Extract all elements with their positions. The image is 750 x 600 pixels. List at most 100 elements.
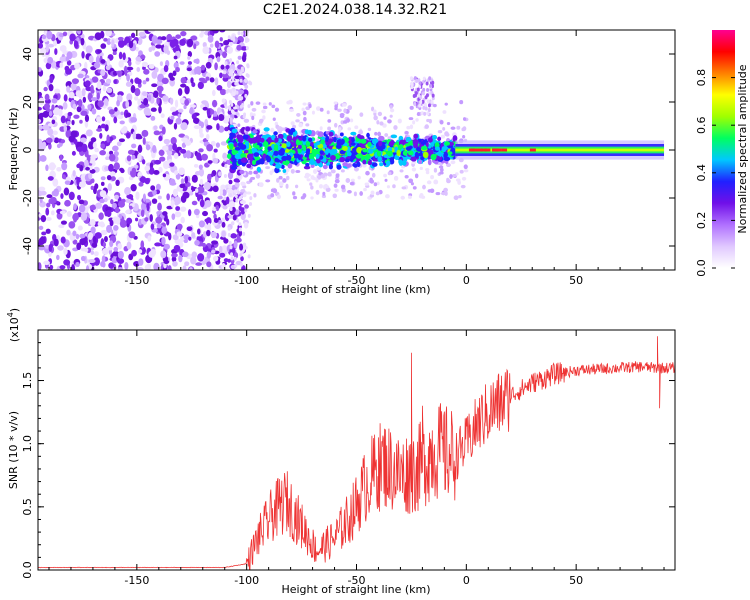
spectrogram-noise-dot: [90, 226, 96, 234]
spectrogram-haze-dot: [276, 177, 280, 183]
spectrogram-noise-dot: [180, 216, 185, 224]
spectrogram-haze-dot: [462, 126, 467, 131]
spectrogram-haze-dot: [265, 179, 271, 183]
spectrogram-haze-dot: [343, 108, 347, 114]
spectrogram-fringe-dot: [235, 90, 239, 95]
spectrogram-noise-dot: [238, 205, 243, 211]
spectrogram-band-dot: [430, 153, 437, 161]
spectrogram-noise-dot: [106, 87, 113, 94]
spectrogram-noise-dot: [195, 58, 200, 65]
spectrogram-noise-dot: [81, 51, 85, 59]
spectrogram-haze-dot: [446, 177, 450, 182]
spectrogram-noise-dot: [169, 162, 175, 167]
svg-text:(x104): (x104): [6, 308, 21, 342]
spectrogram-haze-dot: [389, 108, 395, 113]
spectrogram-fringe-dot: [230, 68, 234, 73]
spectrogram-haze-dot: [270, 193, 275, 198]
spectrogram-noise-dot: [38, 124, 44, 130]
spectrogram-band-dot: [427, 149, 434, 156]
top-ytick-label: 0: [21, 147, 34, 154]
spectrogram-haze-dot: [400, 195, 405, 200]
spectrogram-band-dot: [328, 131, 334, 137]
spectrogram-noise-dot: [193, 117, 200, 124]
spectrogram-noise-dot: [137, 135, 143, 140]
spectrogram-noise-dot: [60, 220, 67, 225]
spectrogram-band-dot: [322, 164, 328, 170]
spectrogram-noise-dot: [60, 139, 66, 144]
spectrogram-fringe-dot: [239, 71, 243, 76]
spectrogram-band-dot: [356, 146, 363, 154]
spectrogram-noise-dot: [72, 103, 77, 110]
spectrogram-noise-dot: [81, 143, 88, 153]
spectrogram-noise-dot: [150, 107, 157, 112]
spectrogram-haze-dot: [458, 195, 462, 199]
spectrogram-noise-dot: [207, 173, 212, 182]
spectrogram-noise-dot: [137, 98, 142, 106]
spectrogram-noise-dot: [191, 174, 198, 183]
spectrogram-haze-dot: [268, 102, 272, 106]
spectrogram-haze-dot: [430, 175, 435, 180]
spectrogram-band-dot: [420, 141, 427, 145]
spectrogram-noise-dot: [212, 255, 219, 262]
spectrogram-noise-dot: [118, 138, 126, 143]
spectrogram-band-dot: [339, 149, 346, 155]
spectrogram-noise-dot: [176, 146, 182, 151]
spectrogram-band-dot: [267, 146, 273, 151]
spectrogram-noise-dot: [210, 140, 216, 147]
spectrogram-noise-dot: [147, 191, 154, 198]
spectrogram-noise-dot: [125, 112, 132, 118]
spectrogram-noise-dot: [157, 202, 162, 211]
spectrogram-noise-dot: [157, 195, 162, 200]
spectrogram-noise-dot: [143, 68, 150, 75]
spectrogram-noise-dot: [113, 79, 117, 84]
spectrogram-noise-dot: [56, 212, 63, 220]
spectrogram-haze-dot: [315, 177, 319, 183]
spectrogram-noise-dot: [158, 105, 162, 114]
spectrogram-noise-dot: [226, 80, 232, 89]
spectrogram-band-dot: [333, 136, 337, 143]
spectrogram-haze-dot: [278, 181, 284, 187]
spectrogram-band-dot: [414, 151, 419, 159]
spectrogram-noise-dot: [60, 115, 66, 124]
spectrogram-haze-dot: [334, 104, 338, 109]
spectrogram-noise-dot: [161, 226, 168, 235]
spectrogram-band-dot: [297, 144, 302, 150]
spectrogram-noise-dot: [80, 255, 86, 262]
spectrogram-noise-dot: [155, 39, 163, 45]
spectrogram-blob-dot: [413, 76, 417, 81]
spectrogram-haze-dot: [255, 101, 261, 105]
spectrogram-blob-dot: [431, 80, 435, 85]
spectrogram-haze-dot: [338, 127, 342, 132]
spectrogram-noise-dot: [137, 171, 143, 177]
spectrogram-band-dot: [367, 160, 373, 166]
spectrogram-noise-dot: [219, 188, 223, 197]
spectrogram-haze-dot: [404, 175, 409, 179]
spectrogram-line-hotspot: [484, 148, 491, 152]
spectrogram-noise-dot: [97, 100, 104, 108]
spectrogram-band-dot: [246, 153, 254, 160]
spectrogram-noise-dot: [131, 249, 137, 257]
spectrogram-noise-dot: [126, 74, 130, 82]
spectrogram-band-dot: [230, 165, 238, 170]
spectrogram-band-dot: [316, 158, 321, 164]
spectrogram-band-dot: [262, 141, 269, 147]
spectrogram-band-dot: [420, 156, 425, 160]
spectrogram-noise-dot: [66, 120, 71, 126]
spectrogram-haze-dot: [271, 168, 276, 173]
spectrogram-band-dot: [368, 149, 374, 154]
spectrogram-noise-dot: [156, 210, 161, 215]
spectrogram-noise-dot: [161, 36, 167, 41]
spectrogram-band-dot: [315, 141, 321, 146]
spectrogram-noise-dot: [206, 261, 212, 268]
spectrogram-haze-dot: [332, 193, 338, 199]
spectrogram-noise-dot: [106, 38, 112, 46]
spectrogram-noise-dot: [207, 222, 211, 230]
spectrogram-noise-dot: [100, 69, 106, 77]
spectrogram-noise-dot: [111, 256, 118, 264]
spectrogram-noise-dot: [68, 221, 76, 229]
spectrogram-noise-dot: [91, 76, 99, 83]
spectrogram-band-dot: [330, 148, 337, 156]
spectrogram-noise-dot: [158, 87, 162, 96]
spectrogram-band-dot: [420, 145, 428, 151]
spectrogram-noise-dot: [239, 200, 246, 205]
